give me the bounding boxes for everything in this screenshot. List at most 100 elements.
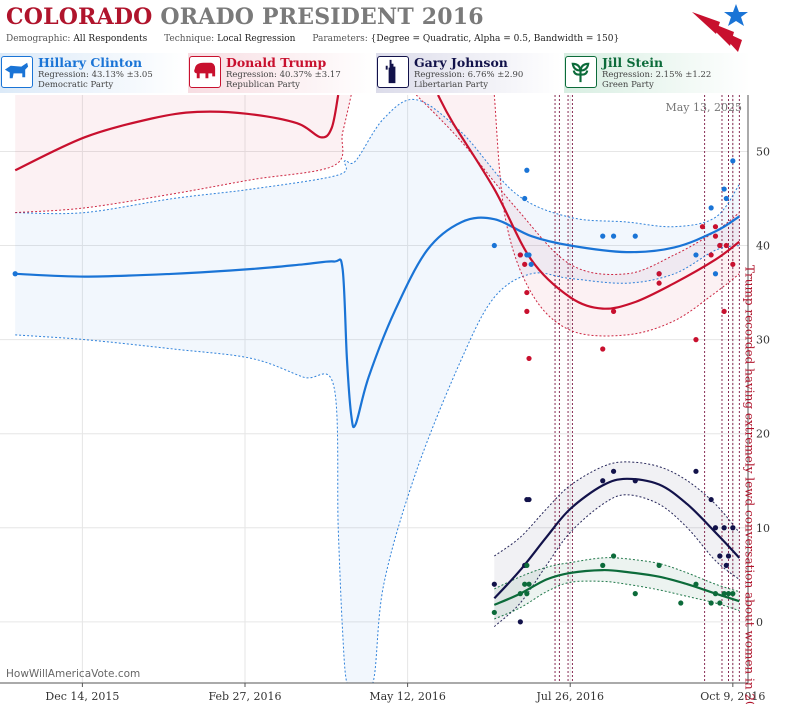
poll-point — [517, 619, 523, 625]
poll-point — [526, 355, 532, 362]
poll-point — [526, 496, 532, 503]
y-tick-label: 30 — [756, 334, 770, 347]
poll-point — [610, 468, 617, 474]
poll-point — [600, 478, 606, 484]
poll-point — [730, 158, 736, 164]
technique-value: Local Regression — [217, 34, 296, 44]
poll-point — [721, 186, 727, 192]
poll-point — [717, 553, 723, 559]
poll-point — [600, 346, 606, 352]
poll-point — [717, 242, 723, 249]
poll-point — [708, 252, 714, 258]
poll-point — [693, 581, 699, 587]
donkey-icon — [1, 56, 33, 88]
poll-point — [632, 233, 638, 239]
poll-point — [610, 553, 617, 559]
candidate-party: Libertarian Party — [414, 80, 489, 90]
poll-point — [522, 261, 528, 267]
poll-point — [712, 233, 719, 239]
confidence-bound — [493, 494, 740, 627]
poll-point — [610, 308, 617, 314]
regression-line — [493, 477, 741, 600]
elephant-icon — [189, 56, 221, 88]
confidence-bound — [15, 98, 740, 228]
candidate-regression: Regression: 6.76% ±2.90 — [414, 70, 524, 80]
title-state: COLORADO — [6, 4, 153, 30]
poll-point — [517, 252, 523, 258]
candidate-stein: Jill Stein Regression: 2.15% ±1.22 Green… — [564, 53, 750, 93]
poll-point — [723, 195, 729, 202]
demographic-label: Demographic: — [6, 34, 71, 44]
poll-point — [632, 478, 638, 484]
poll-point — [524, 289, 530, 296]
poll-point — [600, 562, 606, 569]
confidence-band — [15, 95, 352, 213]
confidence-bound — [15, 245, 740, 683]
poll-point — [721, 525, 727, 531]
poll-point — [656, 280, 662, 286]
date-label: May 13, 2025 — [665, 101, 742, 114]
plot-area — [0, 95, 748, 683]
candidate-name: Jill Stein — [602, 55, 664, 70]
x-tick-label: Oct 9, 2016 — [700, 690, 765, 703]
poll-point — [723, 562, 729, 569]
poll-point — [522, 195, 528, 202]
y-tick-label: 20 — [756, 428, 770, 441]
poll-point — [632, 591, 638, 597]
leaf-icon — [565, 56, 597, 88]
candidate-party: Green Party — [602, 80, 654, 90]
poll-point — [712, 271, 719, 277]
poll-point — [712, 224, 719, 230]
confidence-band — [494, 557, 740, 619]
poll-point — [522, 581, 528, 587]
candidate-johnson: Gary Johnson Regression: 6.76% ±2.90 Lib… — [376, 53, 562, 93]
poll-point — [656, 271, 662, 277]
poll-point — [721, 591, 727, 597]
y-tick-label: 50 — [756, 145, 770, 158]
poll-point — [524, 308, 530, 314]
confidence-bound — [494, 461, 740, 557]
poll-point — [524, 591, 530, 597]
poll-point — [708, 205, 714, 211]
poll-point — [717, 600, 723, 606]
demographic-value: All Respondents — [73, 34, 148, 44]
confidence-band — [494, 461, 740, 627]
poll-point — [528, 261, 534, 267]
site-logo — [692, 4, 748, 52]
poll-point — [725, 553, 732, 559]
poll-point — [524, 562, 530, 569]
x-tick-label: Feb 27, 2016 — [208, 690, 281, 703]
poll-point — [723, 242, 729, 249]
regression-line — [437, 95, 740, 310]
poll-point — [491, 242, 497, 249]
y-tick-label: 40 — [756, 240, 770, 253]
poll-point — [656, 562, 662, 569]
poll-point — [693, 337, 699, 343]
x-tick-label: May 12, 2016 — [369, 690, 446, 703]
confidence-bound — [415, 95, 740, 275]
candidate-regression: Regression: 40.37% ±3.17 — [226, 70, 341, 80]
candidate-name: Donald Trump — [226, 55, 327, 70]
poll-point — [721, 308, 727, 314]
candidate-clinton: Hillary Clinton Regression: 43.13% ±3.05… — [0, 53, 186, 93]
poll-point — [12, 271, 18, 277]
event-annotation: Trump recorded having extremely lewd con… — [742, 265, 756, 704]
regression-line — [14, 95, 340, 172]
poll-point — [491, 609, 497, 616]
parameters-value: {Degree = Quadratic, Alpha = 0.5, Bandwi… — [370, 34, 620, 44]
y-tick-label: 0 — [756, 616, 763, 629]
poll-point — [699, 224, 706, 230]
regression-line — [15, 215, 740, 429]
poll-point — [730, 525, 736, 531]
candidate-name: Gary Johnson — [414, 55, 508, 70]
candidate-party: Democratic Party — [38, 80, 114, 90]
confidence-bound — [493, 95, 740, 337]
candidate-regression: Regression: 43.13% ±3.05 — [38, 70, 153, 80]
poll-point — [725, 591, 732, 597]
poll-point — [526, 252, 532, 258]
poll-point — [693, 252, 699, 258]
parameter-line: Demographic: All Respondents Technique: … — [6, 34, 619, 44]
x-tick-label: Dec 14, 2015 — [45, 690, 119, 703]
poll-point — [693, 468, 699, 474]
